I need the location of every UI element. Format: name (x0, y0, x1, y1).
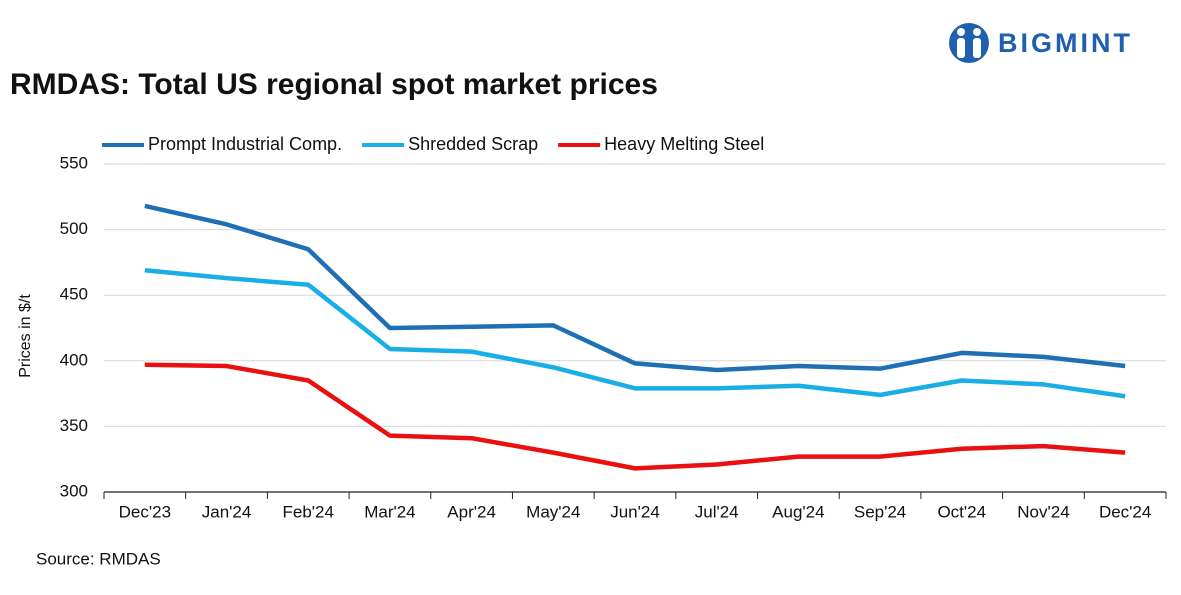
y-axis-label: Prices in $/t (17, 294, 34, 378)
y-tick-label: 450 (60, 285, 88, 304)
x-tick-label: Jun'24 (610, 502, 660, 521)
legend-label: Prompt Industrial Comp. (148, 134, 342, 154)
x-tick-label: Feb'24 (283, 502, 334, 521)
x-tick-label: Sep'24 (854, 502, 906, 521)
x-tick-label: Apr'24 (447, 502, 496, 521)
x-tick-label: Jul'24 (695, 502, 739, 521)
series-line (144, 203, 1126, 373)
y-tick-label: 350 (60, 416, 88, 435)
x-tick-label: Aug'24 (772, 502, 824, 521)
logo-text: BIGMINT (998, 28, 1133, 58)
x-tick-label: Dec'23 (119, 502, 171, 521)
chart-title: RMDAS: Total US regional spot market pri… (10, 68, 658, 101)
legend-label: Heavy Melting Steel (604, 134, 764, 154)
y-tick-label: 500 (60, 219, 88, 238)
series-line (144, 362, 1126, 471)
y-tick-label: 550 (60, 153, 88, 172)
legend-label: Shredded Scrap (408, 134, 538, 154)
series-line (144, 268, 1126, 399)
x-tick-label: May'24 (526, 502, 580, 521)
x-tick-label: Nov'24 (1017, 502, 1069, 521)
x-tick-label: Dec'24 (1099, 502, 1151, 521)
y-tick-label: 400 (60, 350, 88, 369)
x-tick-label: Oct'24 (937, 502, 986, 521)
logo-icon (949, 23, 989, 63)
x-tick-label: Mar'24 (364, 502, 415, 521)
source: Source: RMDAS (36, 549, 161, 568)
x-tick-label: Jan'24 (202, 502, 252, 521)
y-tick-label: 300 (60, 481, 88, 500)
